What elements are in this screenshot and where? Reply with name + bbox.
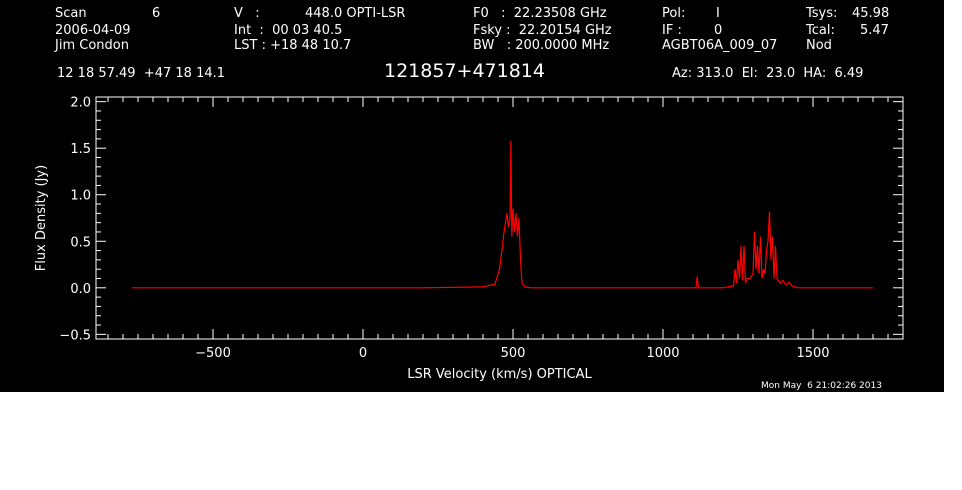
x-tick-label: 500: [501, 346, 526, 361]
x-tick-label: 1000: [646, 346, 679, 361]
source-coordinates: 12 18 57.49 +47 18 14.1: [57, 66, 226, 81]
chart-layer: −500 0 500 1000 1500 −0.5 0.0 0.5 1.0 1.5 2.0 LSR V…: [34, 96, 904, 382]
observing-mode: Nod: [806, 38, 832, 53]
if-label: IF :: [662, 23, 682, 38]
polarization-value: I: [716, 6, 720, 21]
y-tick-label: 0.5: [70, 235, 91, 250]
polarization-label: Pol:: [662, 6, 686, 21]
sky-frequency: Fsky : 22.20154 GHz: [473, 23, 612, 38]
y-axis-label: Flux Density (Jy): [34, 165, 49, 271]
x-axis-label: LSR Velocity (km/s) OPTICAL: [407, 367, 592, 382]
velocity-value: 448.0 OPTI-LSR: [305, 6, 406, 21]
if-value: 0: [714, 23, 723, 38]
tsys-label: Tsys:: [806, 6, 838, 21]
rest-frequency: F0 : 22.23508 GHz: [473, 6, 607, 21]
tcal-value: 5.47: [860, 23, 889, 38]
bandwidth: BW : 200.0000 MHz: [473, 38, 610, 53]
az-el-ha: Az: 313.0 El: 23.0 HA: 6.49: [672, 66, 864, 81]
y-tick-label: 2.0: [70, 96, 91, 111]
spectrum-chart: −500 0 500 1000 1500 −0.5 0.0 0.5 1.0 1.5 2.0 LSR V…: [34, 96, 904, 382]
y-tick-label: −0.5: [59, 328, 91, 343]
project-id: AGBT06A_009_07: [662, 38, 778, 53]
velocity-label: V :: [234, 6, 260, 21]
tsys-value: 45.98: [852, 6, 890, 21]
integration-time: Int : 00 03 40.5: [234, 23, 343, 38]
scan-label: Scan: [55, 6, 87, 21]
x-tick-label: 0: [359, 346, 367, 361]
plot-frame: [95, 96, 904, 340]
x-tick-label: 1500: [796, 346, 829, 361]
tcal-label: Tcal:: [806, 23, 835, 38]
source-name: 121857+471814: [384, 60, 545, 82]
plot-timestamp: Mon May 6 21:02:26 2013: [761, 381, 882, 391]
lst-value: LST : +18 48 10.7: [234, 38, 352, 53]
spectrum-line: [132, 140, 873, 289]
y-tick-label: 0.0: [70, 282, 91, 297]
y-tick-label: 1.5: [70, 142, 91, 157]
x-tick-label: −500: [195, 346, 231, 361]
plot-panel: Scan 6 2006-04-09 Jim Condon V : 448.0 O…: [0, 0, 944, 392]
y-tick-label: 1.0: [70, 189, 91, 204]
observer-name: Jim Condon: [55, 38, 129, 53]
obs-date: 2006-04-09: [55, 23, 131, 38]
scan-number: 6: [152, 6, 161, 21]
